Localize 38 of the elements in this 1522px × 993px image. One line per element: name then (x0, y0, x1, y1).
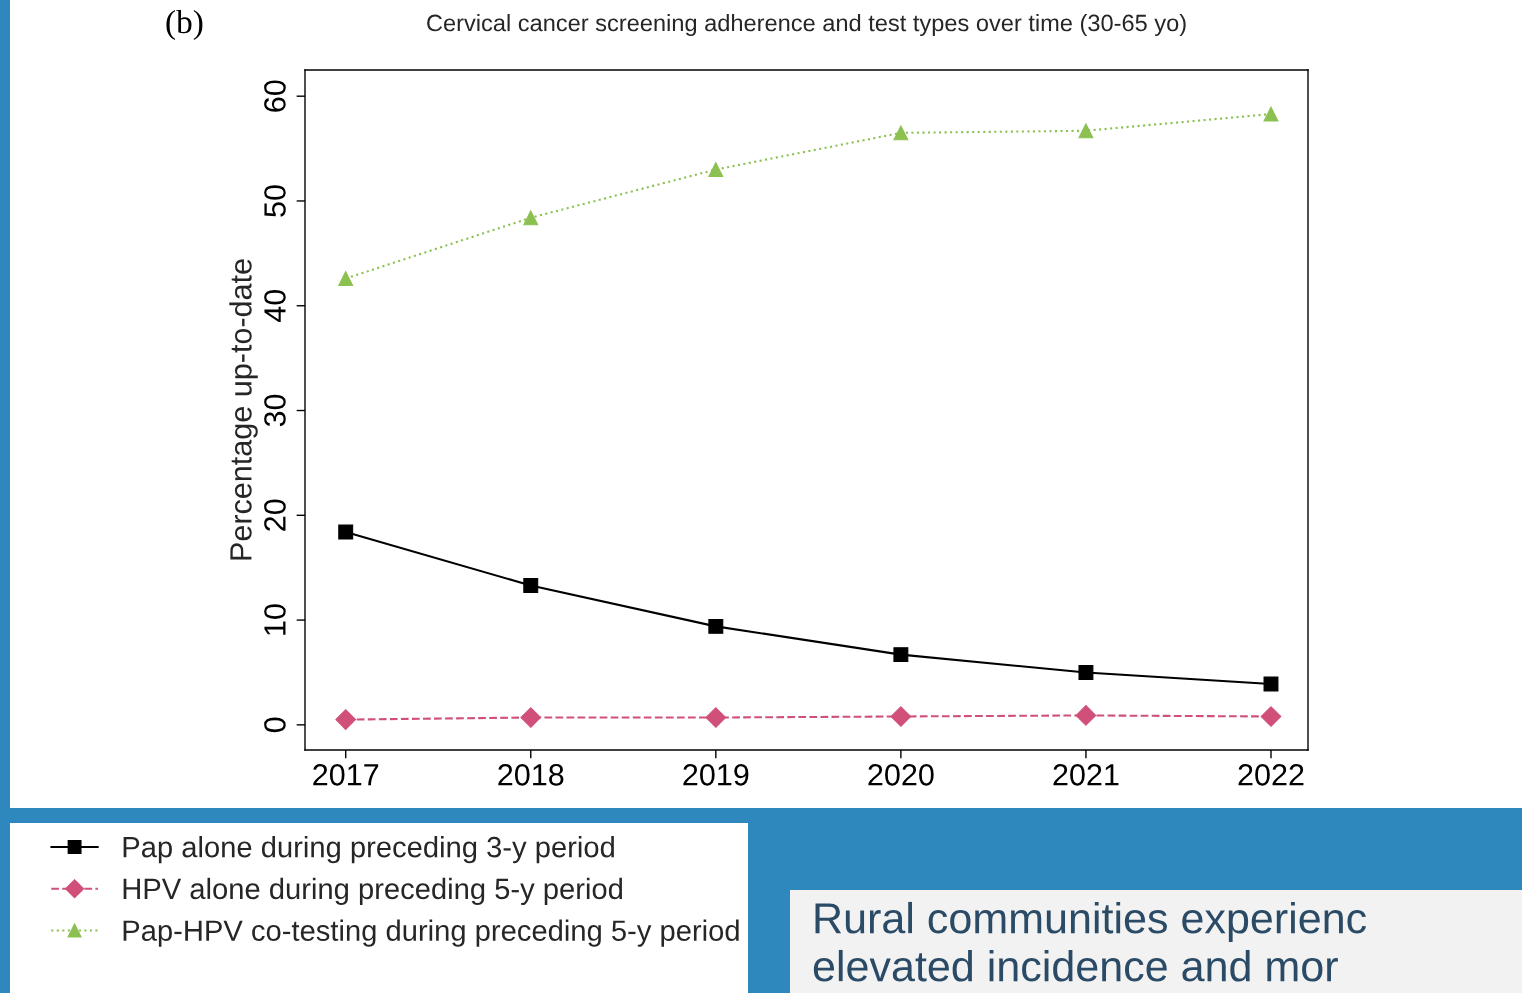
point (1263, 106, 1279, 122)
y-axis-title: Percentage up-to-date (229, 259, 258, 560)
point (1075, 705, 1097, 726)
point (893, 647, 909, 663)
x-tick-label: 2022 (1238, 764, 1304, 786)
x-tick-label: 2019 (683, 764, 749, 786)
y-tick-label: 40 (264, 289, 286, 323)
y-tick-label: 10 (264, 604, 286, 635)
x-tick-label: 2021 (1053, 764, 1119, 786)
point (520, 707, 542, 728)
y-tick-label: 60 (264, 80, 286, 112)
point (523, 210, 539, 226)
point (338, 271, 354, 286)
x-tick-label: 2018 (498, 764, 564, 786)
x-tick-label: 2017 (313, 764, 379, 786)
y-tick-label: 0 (264, 717, 286, 733)
point (523, 578, 539, 593)
text: (b) (166, 9, 203, 41)
point (705, 707, 727, 728)
y-tick-label: 20 (264, 499, 286, 531)
y-tick-label: 50 (264, 185, 286, 217)
x-tick-label: 2020 (868, 764, 934, 786)
point (708, 162, 724, 177)
point (1078, 123, 1094, 139)
legend-label: HPV alone during preceding 5-y period (123, 877, 622, 905)
point (708, 618, 724, 634)
point (1260, 706, 1282, 727)
point (338, 524, 354, 540)
legend-label: Pap alone during preceding 3-y period (123, 836, 614, 864)
point (335, 709, 357, 730)
point (1078, 665, 1094, 680)
point (890, 706, 912, 727)
text: elevated incidence and mor (813, 949, 1338, 982)
legend-label: Pap-HPV co-testing during preceding 5-y period (123, 919, 739, 947)
text: Rural communities experienc (815, 901, 1367, 943)
point (893, 125, 909, 141)
chart-title: Cervical cancer screening adherence and test types over time (30-65 yo) (427, 14, 1186, 37)
y-tick-label: 30 (264, 394, 286, 427)
